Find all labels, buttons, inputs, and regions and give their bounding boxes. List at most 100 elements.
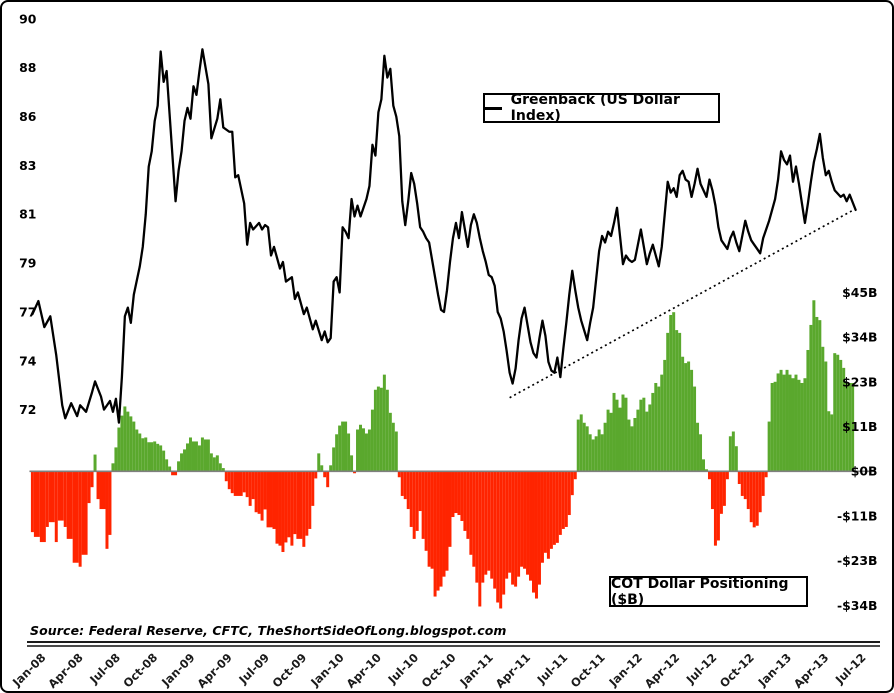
cot-bar	[191, 441, 198, 472]
cot-bar	[341, 421, 348, 472]
cot-bar	[746, 471, 750, 510]
cot-bar	[696, 422, 700, 472]
cot-bar	[705, 469, 708, 472]
x-axis-tick: Oct-08	[120, 650, 160, 690]
cot-bar	[272, 471, 276, 529]
cot-bar	[523, 471, 527, 569]
cot-bar	[603, 422, 607, 472]
cot-bar	[734, 446, 738, 472]
cot-bar	[469, 471, 473, 555]
cot-bar	[529, 471, 533, 581]
cot-bar	[505, 471, 509, 579]
x-axis-tick: Oct-12	[717, 650, 757, 690]
cot-bar	[421, 471, 425, 539]
x-axis-tick: Jan-13	[755, 650, 794, 689]
cot-bar	[427, 471, 431, 567]
cot-bar	[782, 374, 786, 472]
cot-bar	[549, 471, 553, 549]
cot-bar	[621, 394, 625, 472]
cot-bar	[466, 471, 470, 539]
cot-bar	[260, 471, 264, 521]
cot-bar	[230, 471, 234, 494]
cot-bar	[460, 471, 464, 521]
cot-bar	[719, 471, 723, 514]
cot-bar	[159, 445, 163, 472]
cot-bar	[308, 471, 312, 529]
cot-bar	[648, 404, 652, 472]
uptrend-dotted-line	[509, 208, 857, 399]
cot-bar	[699, 434, 703, 472]
cot-bar	[209, 453, 213, 472]
cot-bar	[367, 429, 371, 472]
cot-bar	[448, 471, 452, 547]
right-axis-tick: -$23B	[837, 553, 878, 568]
cot-bar	[645, 411, 649, 472]
dollar-index-line	[31, 48, 857, 424]
cot-bar	[105, 471, 109, 549]
cot-bar	[329, 465, 333, 472]
left-axis-tick: 79	[19, 256, 36, 271]
cot-bar	[573, 471, 577, 480]
cot-bar	[624, 397, 628, 472]
cot-bar	[612, 392, 616, 472]
cot-bar	[824, 361, 828, 472]
left-axis-tick: 81	[19, 207, 36, 222]
cot-bar	[722, 471, 726, 506]
cot-bar	[728, 436, 732, 472]
cot-bar	[87, 471, 91, 504]
cot-bar	[633, 417, 637, 472]
cot-bar	[710, 471, 714, 510]
cot-bar	[749, 471, 753, 523]
cot-bar	[275, 471, 279, 544]
cot-bar	[594, 436, 598, 472]
cot-bar	[800, 382, 804, 472]
cot-bar	[725, 471, 729, 480]
x-axis-tick: Jan-09	[158, 650, 197, 689]
x-axis-tick: Jul-09	[235, 650, 272, 687]
cot-bar	[785, 369, 789, 472]
cot-bar	[663, 359, 667, 472]
cot-bar	[445, 471, 449, 571]
cot-bar	[767, 421, 771, 472]
cot-bar	[639, 399, 643, 472]
left-axis-tick: 83	[19, 158, 36, 173]
cot-bar	[475, 471, 479, 583]
cot-bar	[57, 471, 64, 521]
cot-bar	[370, 409, 374, 472]
cot-bar	[287, 471, 291, 538]
left-axis-tick: 74	[19, 353, 37, 368]
cot-bar	[558, 471, 562, 535]
cot-bar	[773, 381, 777, 472]
cot-bar	[382, 374, 386, 472]
cot-bar	[397, 471, 401, 478]
right-axis-tick: $0B	[851, 464, 878, 479]
x-axis-tick: Apr-13	[791, 650, 832, 691]
cot-bar	[564, 471, 568, 527]
cot-bar	[821, 346, 825, 472]
cot-bar	[755, 471, 759, 526]
cot-bar	[33, 471, 40, 537]
cot-bar	[323, 471, 327, 478]
cot-bar	[815, 316, 819, 472]
cot-bar	[242, 471, 246, 493]
legend-cot-positioning: COT Dollar Positioning ($B)	[609, 576, 808, 608]
cot-bar	[585, 426, 589, 472]
cot-bar	[636, 409, 640, 472]
cot-bar	[132, 421, 136, 472]
cot-bar	[472, 471, 476, 567]
cot-bar	[690, 369, 694, 472]
cot-bar	[54, 471, 58, 543]
x-axis-tick: Jul-11	[534, 650, 571, 687]
cot-bar	[135, 429, 139, 472]
cot-bar	[332, 447, 336, 472]
cot-bar	[379, 387, 383, 472]
cot-bar	[511, 471, 515, 585]
cot-bar	[311, 471, 315, 506]
cot-bar	[526, 471, 530, 575]
cot-bar	[713, 471, 717, 546]
cot-bar	[490, 471, 494, 579]
cot-bar	[487, 471, 491, 571]
cot-bar	[168, 466, 172, 472]
right-axis-tick: -$34B	[837, 598, 878, 613]
cot-bar	[403, 471, 407, 500]
